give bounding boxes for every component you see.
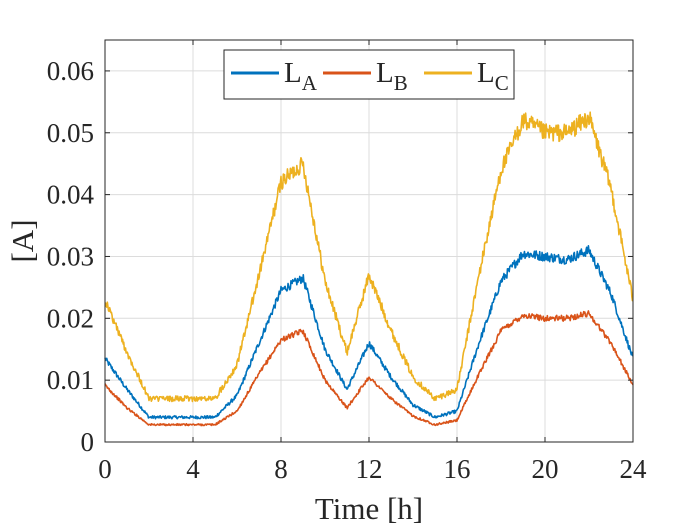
y-tick-label: 0.02 <box>47 303 94 333</box>
y-axis-label: [A] <box>5 219 40 262</box>
y-tick-label: 0.05 <box>47 118 94 148</box>
series-line-c <box>104 111 634 403</box>
x-tick-label: 12 <box>356 454 383 484</box>
y-tick-label: 0 <box>81 427 95 457</box>
x-tick-label: 8 <box>274 454 288 484</box>
y-tick-label: 0.01 <box>47 365 94 395</box>
series-line-a <box>104 245 634 420</box>
legend-entry-b: LB <box>323 57 408 95</box>
ticks: 0 4 8 12 16 20 24 0 0.01 0.02 0.03 0.04 0.05 0.06 <box>47 40 647 484</box>
legend-label: LC <box>477 57 509 95</box>
legend-label: LB <box>376 57 408 95</box>
series-lines <box>104 111 634 427</box>
x-axis-label: Time [h] <box>315 491 423 525</box>
x-tick-label: 20 <box>532 454 559 484</box>
legend-entry-a: LA <box>231 57 318 95</box>
legend-label: LA <box>284 57 318 95</box>
x-tick-label: 4 <box>186 454 200 484</box>
x-tick-label: 0 <box>98 454 112 484</box>
y-tick-label: 0.04 <box>47 180 95 210</box>
x-tick-label: 16 <box>444 454 471 484</box>
x-tick-label: 24 <box>620 454 648 484</box>
legend-entry-c: LC <box>424 57 509 95</box>
y-tick-label: 0.03 <box>47 241 94 271</box>
series-line-b <box>104 310 634 427</box>
legend: LA LB LC <box>223 49 515 100</box>
y-tick-label: 0.06 <box>47 56 94 86</box>
